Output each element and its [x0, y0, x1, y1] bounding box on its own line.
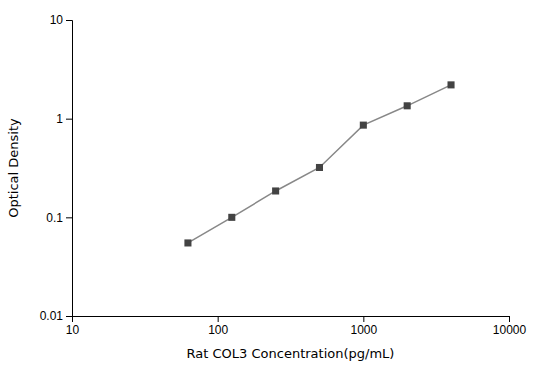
x-tick-label: 10	[66, 323, 80, 337]
y-axis: 0.01 0.1 1 10	[40, 13, 73, 323]
x-tick: 10	[66, 316, 80, 337]
point	[360, 122, 367, 129]
x-tick-mark	[363, 316, 364, 322]
x-tick-label: 10000	[493, 323, 527, 337]
x-axis-title: Rat COL3 Concentration(pg/mL)	[187, 346, 395, 361]
marks	[184, 81, 454, 246]
y-tick: 0.01	[40, 309, 72, 323]
y-tick-mark	[66, 119, 72, 120]
y-axis-title: Optical Density	[6, 118, 21, 218]
x-tick: 1000	[350, 316, 377, 337]
x-axis-line	[73, 317, 510, 323]
x-tick-mark	[509, 316, 510, 322]
point	[272, 187, 279, 194]
y-tick-label: 0.1	[46, 211, 63, 225]
y-tick-label: 0.01	[40, 309, 64, 323]
point	[184, 239, 191, 246]
x-tick-label: 1000	[350, 323, 377, 337]
x-tick-label: 100	[208, 323, 228, 337]
point	[404, 102, 411, 109]
y-axis-line	[66, 21, 73, 317]
y-tick-mark	[66, 316, 72, 317]
plot: 10 100 1000 10000 0.01 0.1 1 10	[40, 13, 527, 336]
y-tick-mark	[66, 20, 72, 21]
x-tick-mark	[218, 316, 219, 322]
y-tick-label: 10	[50, 13, 64, 27]
point	[228, 214, 235, 221]
point	[316, 164, 323, 171]
point	[447, 81, 454, 88]
y-tick: 0.1	[46, 211, 72, 225]
x-axis: 10 100 1000 10000	[66, 316, 527, 337]
y-tick-label: 1	[56, 112, 63, 126]
y-tick-mark	[66, 217, 72, 218]
line	[188, 85, 451, 243]
chart: 10 100 1000 10000 0.01 0.1 1 10 Rat COL3 Concent…	[0, 0, 533, 372]
y-tick: 10	[50, 13, 72, 27]
x-tick: 100	[208, 316, 228, 337]
y-tick: 1	[56, 112, 72, 126]
x-tick: 10000	[493, 316, 527, 337]
